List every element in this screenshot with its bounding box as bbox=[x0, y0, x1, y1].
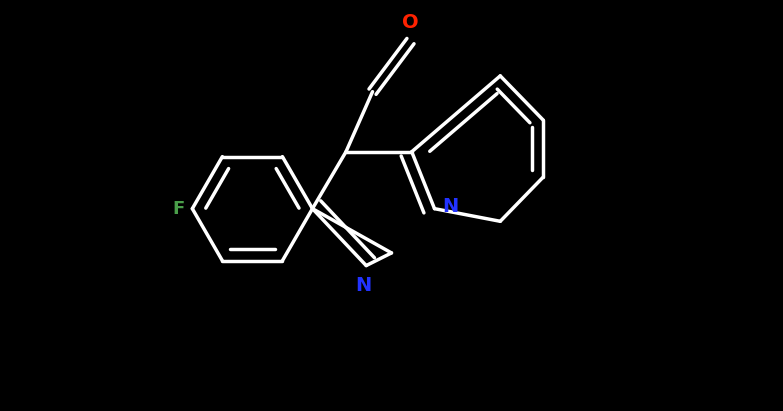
Text: N: N bbox=[442, 196, 458, 216]
Text: F: F bbox=[172, 200, 185, 218]
Text: O: O bbox=[402, 13, 419, 32]
Text: N: N bbox=[355, 276, 372, 295]
